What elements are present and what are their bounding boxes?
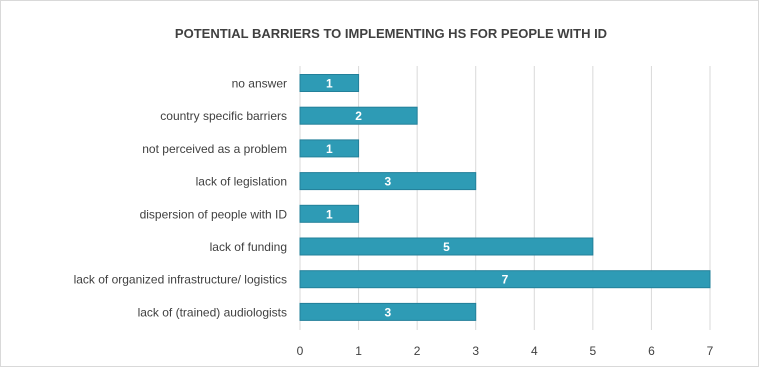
x-tick-label-4: 4 xyxy=(531,344,538,358)
x-tick-label-1: 1 xyxy=(355,344,362,358)
category-label-4: dispersion of people with ID xyxy=(140,207,288,221)
bar-5 xyxy=(299,237,594,256)
x-tick-label-2: 2 xyxy=(414,344,421,358)
category-label-2: not perceived as a problem xyxy=(142,142,287,156)
x-tick-label-6: 6 xyxy=(648,344,655,358)
bar-3 xyxy=(299,172,477,191)
x-tick-labels: 0 1 2 3 4 5 6 7 xyxy=(297,344,714,358)
data-label-6: 7 xyxy=(502,273,509,287)
category-labels: no answer country specific barriers not pe… xyxy=(74,77,288,320)
bar-6 xyxy=(299,270,711,289)
x-tick-label-0: 0 xyxy=(297,344,304,358)
data-label-4: 1 xyxy=(326,207,333,221)
bars-layer: 1 2 1 3 1 5 7 3 xyxy=(299,74,711,321)
category-label-7: lack of (trained) audiologists xyxy=(138,305,287,319)
category-label-1: country specific barriers xyxy=(160,109,287,123)
data-label-3: 3 xyxy=(385,175,392,189)
data-label-2: 1 xyxy=(326,142,333,156)
x-tick-label-3: 3 xyxy=(472,344,479,358)
x-tick-label-7: 7 xyxy=(707,344,714,358)
bar-2 xyxy=(299,139,360,158)
data-label-5: 5 xyxy=(443,240,450,254)
bar-0 xyxy=(299,74,360,92)
bar-1 xyxy=(299,106,418,125)
data-label-7: 3 xyxy=(385,305,392,319)
category-label-6: lack of organized infrastructure/ logist… xyxy=(74,273,287,287)
chart-title: POTENTIAL BARRIERS TO IMPLEMENTING HS FO… xyxy=(175,26,607,41)
category-label-3: lack of legislation xyxy=(196,175,287,189)
category-label-0: no answer xyxy=(232,77,287,91)
data-label-1: 2 xyxy=(355,109,362,123)
bar-4 xyxy=(299,204,360,223)
bar-7 xyxy=(299,302,477,321)
x-tick-label-5: 5 xyxy=(590,344,597,358)
category-label-5: lack of funding xyxy=(210,240,287,254)
data-label-0: 1 xyxy=(326,77,333,91)
